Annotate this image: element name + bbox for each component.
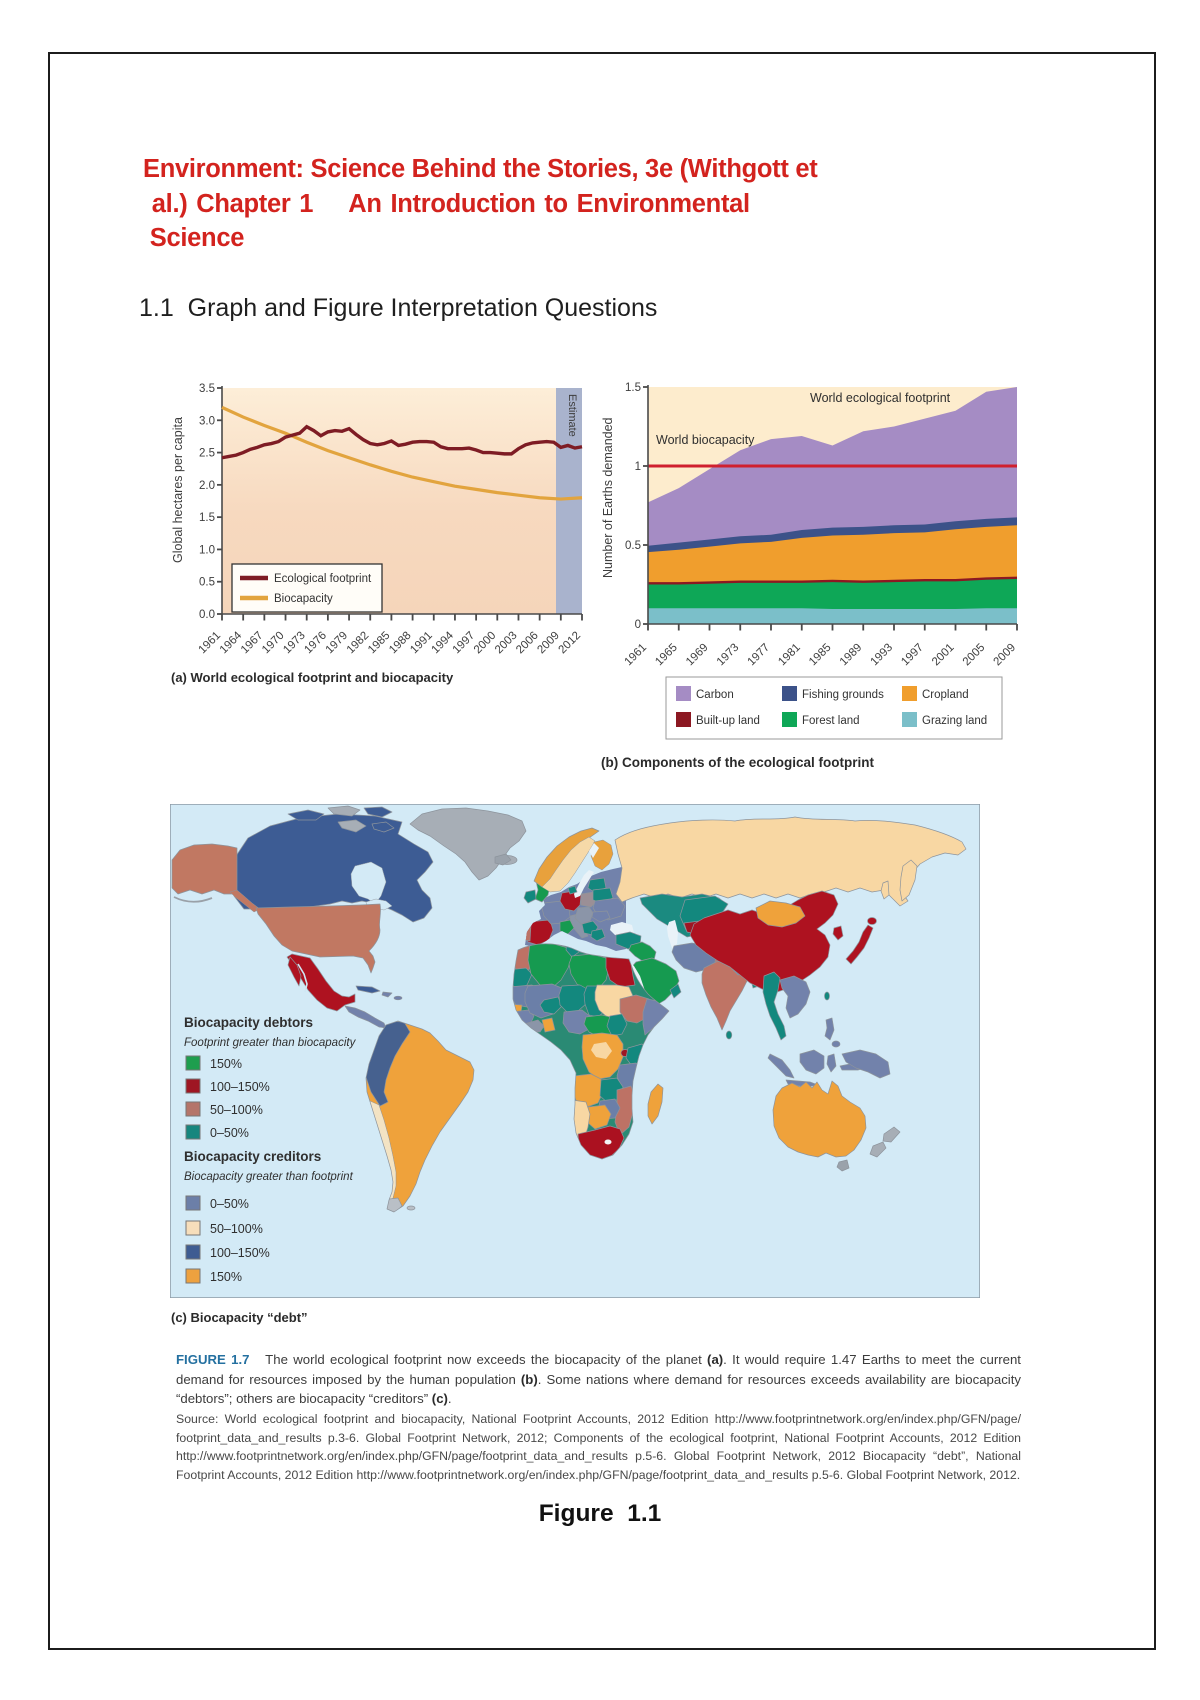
svg-text:0.5: 0.5 [199, 577, 215, 589]
svg-text:Carbon: Carbon [696, 689, 734, 701]
svg-text:1.5: 1.5 [625, 382, 641, 394]
svg-text:Ecological footprint: Ecological footprint [274, 573, 372, 585]
svg-text:1973: 1973 [715, 642, 742, 669]
svg-text:1991: 1991 [408, 630, 435, 657]
svg-text:1961: 1961 [623, 642, 650, 669]
svg-text:2.0: 2.0 [199, 480, 215, 492]
svg-text:1985: 1985 [807, 642, 834, 669]
svg-text:100–150%: 100–150% [210, 1080, 270, 1094]
svg-text:1970: 1970 [260, 630, 287, 657]
svg-text:1977: 1977 [746, 642, 773, 669]
svg-text:50–100%: 50–100% [210, 1222, 263, 1236]
svg-text:2005: 2005 [961, 642, 988, 669]
svg-text:Estimate: Estimate [566, 394, 578, 437]
svg-text:3.5: 3.5 [199, 383, 215, 395]
svg-text:1994: 1994 [429, 629, 456, 656]
svg-text:1967: 1967 [239, 630, 266, 657]
svg-text:1973: 1973 [281, 630, 308, 657]
svg-text:1969: 1969 [684, 642, 711, 669]
svg-text:Footprint greater than biocapa: Footprint greater than biocapacity [184, 1037, 357, 1049]
svg-text:Global hectares per capita: Global hectares per capita [171, 417, 185, 563]
svg-text:2006: 2006 [514, 630, 541, 657]
svg-text:50–100%: 50–100% [210, 1103, 263, 1117]
svg-text:Biocapacity: Biocapacity [274, 593, 333, 605]
svg-text:1981: 1981 [776, 642, 803, 669]
svg-text:Biocapacity creditors: Biocapacity creditors [184, 1149, 321, 1164]
svg-text:Grazing land: Grazing land [922, 715, 987, 727]
svg-text:World ecological footprint: World ecological footprint [810, 391, 951, 405]
svg-text:0: 0 [635, 619, 641, 631]
svg-text:1993: 1993 [869, 642, 896, 669]
svg-text:2.5: 2.5 [199, 448, 215, 460]
svg-text:1976: 1976 [302, 630, 329, 657]
svg-text:1997: 1997 [451, 630, 478, 657]
svg-text:Fishing grounds: Fishing grounds [802, 689, 884, 701]
svg-text:Number of Earths demanded: Number of Earths demanded [601, 417, 615, 578]
svg-text:1.0: 1.0 [199, 544, 215, 556]
svg-text:2009: 2009 [992, 642, 1019, 669]
svg-text:1982: 1982 [345, 630, 372, 657]
svg-text:1965: 1965 [653, 642, 680, 669]
svg-text:1964: 1964 [218, 629, 245, 656]
svg-text:2009: 2009 [535, 630, 562, 657]
svg-text:150%: 150% [210, 1270, 242, 1284]
svg-text:3.0: 3.0 [199, 415, 215, 427]
svg-text:0.0: 0.0 [199, 609, 215, 621]
svg-text:1: 1 [635, 461, 641, 473]
svg-text:Forest land: Forest land [802, 715, 860, 727]
svg-text:Built-up land: Built-up land [696, 715, 760, 727]
svg-text:Cropland: Cropland [922, 689, 969, 701]
svg-text:Biocapacity debtors: Biocapacity debtors [184, 1015, 313, 1030]
svg-text:1988: 1988 [387, 630, 414, 657]
svg-text:Biocapacity greater than footp: Biocapacity greater than footprint [184, 1171, 354, 1183]
svg-text:1.5: 1.5 [199, 512, 215, 524]
svg-text:2000: 2000 [472, 630, 499, 657]
svg-text:1985: 1985 [366, 630, 393, 657]
svg-text:0–50%: 0–50% [210, 1126, 249, 1140]
svg-text:1961: 1961 [197, 630, 224, 657]
svg-text:0–50%: 0–50% [210, 1197, 249, 1211]
svg-text:2003: 2003 [493, 630, 520, 657]
svg-text:0.5: 0.5 [625, 540, 641, 552]
svg-text:1989: 1989 [838, 642, 865, 669]
svg-text:World biocapacity: World biocapacity [656, 433, 755, 447]
svg-text:2001: 2001 [930, 642, 957, 669]
svg-text:1997: 1997 [899, 642, 926, 669]
svg-text:100–150%: 100–150% [210, 1246, 270, 1260]
svg-text:2012: 2012 [557, 630, 584, 657]
svg-text:1979: 1979 [324, 630, 351, 657]
svg-text:150%: 150% [210, 1057, 242, 1071]
